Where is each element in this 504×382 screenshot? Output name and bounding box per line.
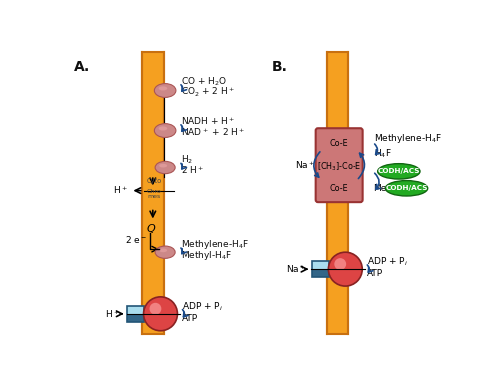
Text: Co-E: Co-E (330, 139, 348, 148)
FancyArrowPatch shape (374, 144, 381, 154)
Text: [CH$_3$]-Co-E: [CH$_3$]-Co-E (317, 160, 361, 173)
Bar (327, 52, 348, 334)
Ellipse shape (377, 163, 420, 179)
FancyArrowPatch shape (181, 163, 186, 169)
Text: H$_4$F: H$_4$F (374, 147, 392, 160)
Ellipse shape (154, 84, 176, 97)
Text: Cyto: Cyto (147, 178, 162, 185)
FancyArrowPatch shape (367, 265, 373, 272)
Ellipse shape (155, 246, 175, 258)
Ellipse shape (154, 124, 176, 138)
FancyArrowPatch shape (181, 85, 186, 91)
Text: Methylene-H$_4$F: Methylene-H$_4$F (374, 132, 443, 145)
Text: ATP: ATP (367, 269, 383, 278)
Text: B.: B. (272, 60, 288, 74)
FancyArrowPatch shape (181, 125, 186, 131)
FancyArrowPatch shape (182, 309, 188, 317)
Text: NAD$^+$ + 2 H$^+$: NAD$^+$ + 2 H$^+$ (180, 126, 245, 138)
Circle shape (144, 297, 177, 331)
Text: CODH/ACS: CODH/ACS (385, 185, 428, 191)
Text: CO$_2$ + 2 H$^+$: CO$_2$ + 2 H$^+$ (180, 86, 235, 99)
Text: 2 e$^-$: 2 e$^-$ (125, 235, 147, 245)
Text: H$^+$: H$^+$ (113, 185, 128, 196)
Text: NADH + H$^+$: NADH + H$^+$ (180, 115, 235, 127)
Text: A.: A. (74, 60, 90, 74)
Text: ATP: ATP (182, 314, 198, 323)
Circle shape (334, 258, 346, 270)
Text: Chro
mes: Chro mes (147, 189, 162, 199)
Bar (128, 306, 144, 314)
Ellipse shape (159, 86, 167, 91)
Text: Methylene-H$_4$F: Methylene-H$_4$F (180, 238, 248, 251)
FancyArrowPatch shape (181, 248, 186, 254)
FancyArrowPatch shape (314, 152, 320, 177)
Text: Na$^+$: Na$^+$ (295, 159, 316, 171)
Text: CODH/ACS: CODH/ACS (377, 168, 420, 174)
Ellipse shape (159, 164, 167, 167)
Text: ADP + P$_i$: ADP + P$_i$ (182, 301, 223, 313)
Circle shape (329, 252, 362, 286)
Bar (312, 269, 329, 277)
Text: Methyl-: Methyl- (372, 184, 407, 193)
Text: 2 H$^+$: 2 H$^+$ (180, 165, 204, 176)
Text: Methyl-H$_4$F: Methyl-H$_4$F (180, 249, 232, 262)
Bar (128, 306, 144, 322)
Text: H$^+$: H$^+$ (105, 308, 120, 320)
Text: CO + H$_2$O: CO + H$_2$O (180, 75, 227, 87)
Circle shape (150, 303, 161, 315)
Ellipse shape (159, 249, 167, 252)
Bar (142, 52, 164, 334)
Text: Na$^+$: Na$^+$ (286, 263, 306, 275)
Ellipse shape (386, 181, 428, 196)
Bar (312, 261, 329, 269)
FancyBboxPatch shape (316, 128, 363, 202)
Text: Q: Q (146, 224, 155, 234)
Text: H$_2$: H$_2$ (180, 154, 193, 166)
Bar (128, 314, 144, 322)
Text: Co-E: Co-E (330, 184, 348, 193)
Ellipse shape (159, 126, 167, 131)
Bar (312, 261, 329, 277)
FancyArrowPatch shape (374, 173, 381, 189)
FancyArrowPatch shape (358, 153, 364, 178)
Ellipse shape (155, 161, 175, 174)
Text: ADP + P$_i$: ADP + P$_i$ (367, 256, 408, 269)
